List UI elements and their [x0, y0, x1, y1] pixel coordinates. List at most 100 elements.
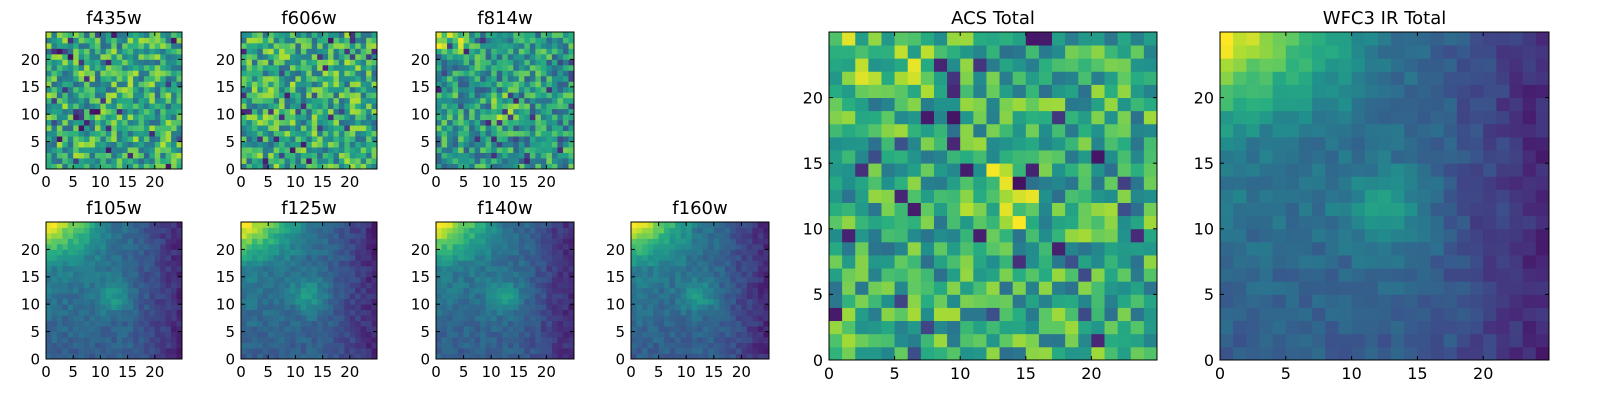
heatmap-cell — [84, 271, 90, 278]
heatmap-cell — [94, 119, 101, 126]
heatmap-cell — [480, 130, 487, 137]
heatmap-cell — [149, 243, 156, 250]
heatmap-cell — [540, 337, 547, 343]
heatmap-cell — [143, 92, 150, 99]
heatmap-cell — [894, 255, 909, 269]
heatmap-cell — [680, 287, 687, 294]
heatmap-cell — [1012, 150, 1027, 164]
heatmap-cell — [360, 48, 367, 55]
heatmap-cell — [546, 304, 553, 311]
heatmap-cell — [311, 315, 318, 322]
heatmap-cell — [67, 265, 74, 272]
heatmap-cell — [540, 326, 547, 332]
heatmap-cell — [295, 119, 302, 126]
heatmap-cell — [562, 309, 569, 316]
heatmap-cell — [540, 342, 547, 349]
heatmap-cell — [62, 81, 69, 88]
heatmap-cell — [1143, 255, 1158, 269]
heatmap-cell — [491, 152, 498, 159]
heatmap-cell — [636, 304, 643, 311]
heatmap-cell — [480, 97, 487, 104]
heatmap-cell — [441, 315, 448, 322]
heatmap-cell — [257, 158, 264, 164]
x-tick-label: 20 — [537, 363, 556, 381]
heatmap-cell — [300, 238, 307, 245]
heatmap-cell — [295, 59, 302, 66]
heatmap-cell — [165, 81, 172, 88]
heatmap-cell — [328, 254, 334, 261]
heatmap-cell — [469, 276, 476, 283]
heatmap-cell — [452, 298, 459, 305]
heatmap-cell — [328, 304, 334, 311]
heatmap-cell — [1012, 346, 1027, 361]
heatmap-cell — [268, 287, 275, 294]
heatmap-cell — [349, 282, 356, 289]
heatmap-cell — [84, 320, 90, 327]
heatmap-cell — [306, 59, 313, 66]
heatmap-cell — [246, 81, 253, 88]
heatmap-cell — [894, 150, 909, 164]
heatmap-cell — [56, 119, 63, 126]
heatmap-cell — [94, 163, 101, 170]
heatmap-cell — [1052, 307, 1066, 322]
heatmap-cell — [171, 326, 177, 332]
heatmap-cell — [295, 232, 302, 239]
heatmap-cell — [763, 238, 770, 245]
heatmap-cell — [741, 348, 748, 354]
heatmap-cell — [67, 48, 74, 55]
heatmap-cell — [447, 315, 453, 322]
heatmap-cell — [56, 353, 63, 360]
heatmap-cell — [333, 163, 340, 170]
heatmap-cell — [540, 59, 547, 66]
y-tick-label: 10 — [21, 106, 40, 124]
heatmap-cell — [344, 42, 351, 49]
heatmap-cell — [1143, 202, 1158, 217]
heatmap-cell — [154, 81, 161, 88]
heatmap-cell — [133, 331, 139, 338]
heatmap-cell — [1117, 241, 1132, 256]
heatmap-cell — [62, 48, 69, 55]
heatmap-cell — [160, 59, 167, 66]
heatmap-cell — [507, 254, 514, 261]
heatmap-cell — [94, 309, 101, 316]
heatmap-cell — [133, 342, 139, 349]
heatmap-cell — [631, 238, 637, 245]
heatmap-cell — [496, 331, 503, 338]
heatmap-cell — [246, 260, 253, 267]
heatmap-cell — [763, 260, 770, 267]
heatmap-cell — [647, 227, 654, 234]
heatmap-cell — [647, 331, 654, 338]
heatmap-cell — [713, 337, 720, 343]
heatmap-cell — [46, 158, 52, 164]
heatmap-cell — [84, 37, 90, 44]
heatmap-cell — [355, 342, 362, 349]
heatmap-cell — [100, 108, 107, 115]
heatmap-cell — [355, 326, 362, 332]
heatmap-cell — [311, 37, 318, 44]
heatmap-cell — [562, 114, 569, 121]
heatmap-cell — [491, 243, 498, 250]
heatmap-cell — [143, 243, 150, 250]
heatmap-cell — [73, 320, 80, 327]
heatmap-cell — [730, 315, 737, 322]
heatmap-cell — [171, 97, 177, 104]
heatmap-cell — [485, 108, 492, 115]
heatmap-cell — [333, 282, 340, 289]
heatmap-cell — [306, 125, 313, 132]
heatmap-cell — [257, 48, 264, 55]
heatmap-cell — [436, 103, 442, 110]
heatmap-cell — [485, 265, 492, 272]
heatmap-cell — [371, 265, 378, 272]
heatmap-cell — [84, 222, 90, 228]
heatmap-cell — [355, 243, 362, 250]
heatmap-cell — [122, 222, 128, 228]
heatmap-cell — [713, 271, 720, 278]
heatmap-cell — [441, 152, 448, 159]
heatmap-cell — [469, 232, 476, 239]
heatmap-cell — [89, 232, 96, 239]
heatmap-cell — [56, 97, 63, 104]
heatmap-cell — [279, 232, 285, 239]
heatmap-cell — [973, 281, 987, 295]
heatmap-cell — [306, 64, 313, 71]
heatmap-cell — [535, 64, 542, 71]
